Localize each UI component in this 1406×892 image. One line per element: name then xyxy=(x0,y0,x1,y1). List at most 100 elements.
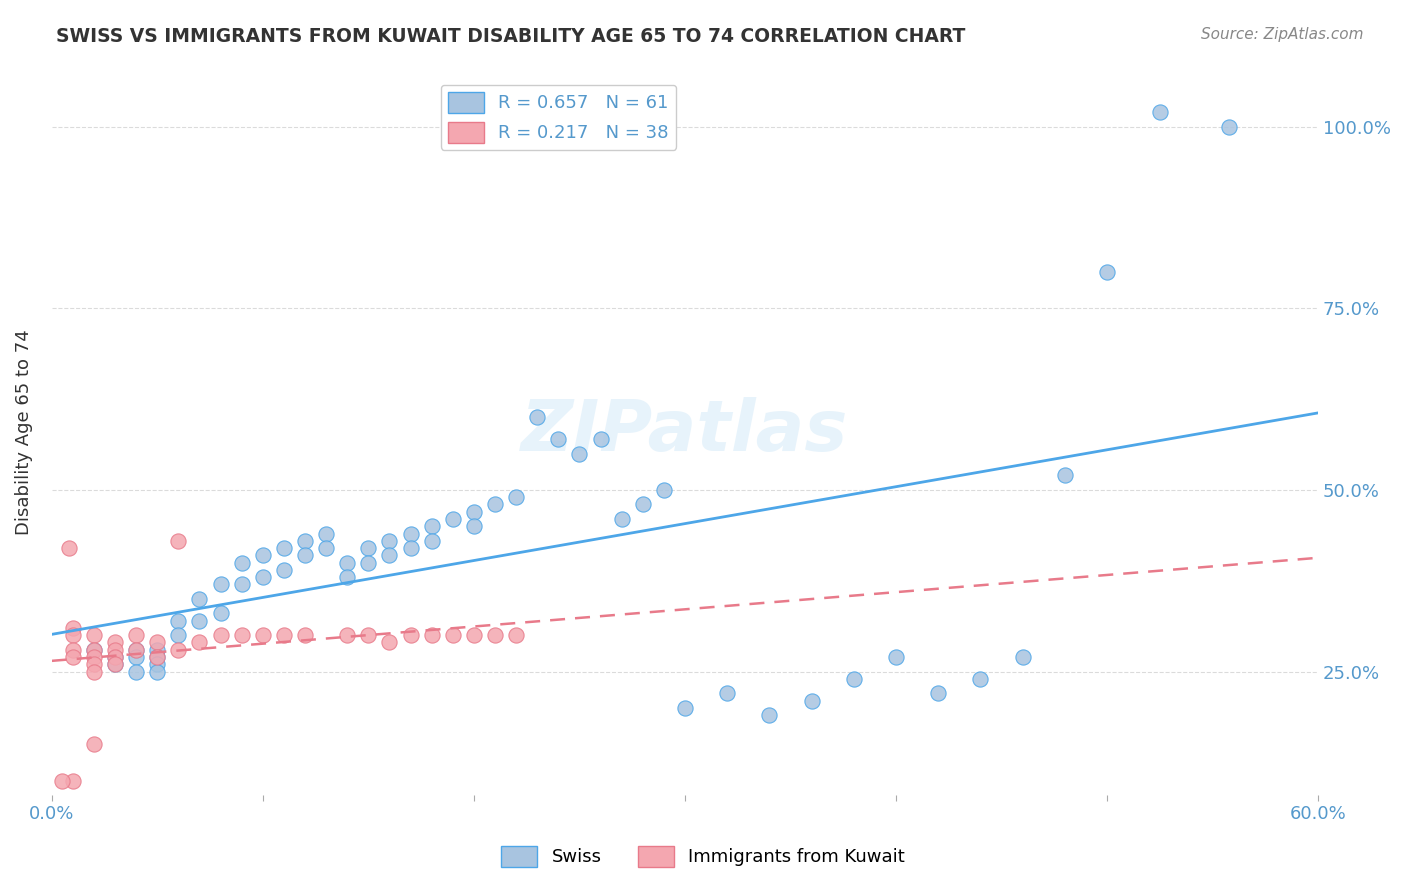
Point xyxy=(62,650,84,665)
Point xyxy=(146,657,169,672)
Point xyxy=(104,642,127,657)
Point xyxy=(399,526,422,541)
Point xyxy=(125,665,148,679)
Point xyxy=(125,628,148,642)
Point xyxy=(484,628,506,642)
Point xyxy=(209,628,232,642)
Text: Source: ZipAtlas.com: Source: ZipAtlas.com xyxy=(1201,27,1364,42)
Point xyxy=(146,665,169,679)
Point xyxy=(441,512,464,526)
Point xyxy=(420,628,443,642)
Point xyxy=(484,498,506,512)
Point xyxy=(378,549,401,563)
Point xyxy=(146,635,169,649)
Point xyxy=(568,447,591,461)
Point xyxy=(927,686,949,700)
Point xyxy=(231,577,253,591)
Point xyxy=(125,642,148,657)
Point xyxy=(209,607,232,621)
Point xyxy=(146,650,169,665)
Point xyxy=(1149,105,1171,120)
Point xyxy=(463,505,485,519)
Point xyxy=(758,708,780,723)
Point xyxy=(62,628,84,642)
Point xyxy=(1053,468,1076,483)
Point xyxy=(167,642,190,657)
Point xyxy=(1011,650,1033,665)
Point xyxy=(294,533,316,548)
Point xyxy=(273,563,295,577)
Point xyxy=(463,628,485,642)
Point xyxy=(83,642,105,657)
Point xyxy=(420,519,443,533)
Point xyxy=(83,737,105,751)
Point xyxy=(209,577,232,591)
Y-axis label: Disability Age 65 to 74: Disability Age 65 to 74 xyxy=(15,329,32,534)
Point xyxy=(399,541,422,555)
Point xyxy=(842,672,865,686)
Point xyxy=(125,650,148,665)
Point xyxy=(83,650,105,665)
Point xyxy=(167,614,190,628)
Point xyxy=(104,657,127,672)
Point xyxy=(505,490,527,504)
Point xyxy=(125,642,148,657)
Point xyxy=(62,621,84,635)
Point xyxy=(273,628,295,642)
Point xyxy=(315,541,337,555)
Text: SWISS VS IMMIGRANTS FROM KUWAIT DISABILITY AGE 65 TO 74 CORRELATION CHART: SWISS VS IMMIGRANTS FROM KUWAIT DISABILI… xyxy=(56,27,966,45)
Point xyxy=(884,650,907,665)
Point xyxy=(146,650,169,665)
Point xyxy=(357,556,380,570)
Point xyxy=(62,773,84,788)
Point xyxy=(441,628,464,642)
Point xyxy=(610,512,633,526)
Point xyxy=(58,541,80,555)
Point xyxy=(83,657,105,672)
Point xyxy=(631,498,654,512)
Point xyxy=(547,432,569,446)
Point xyxy=(294,628,316,642)
Point xyxy=(969,672,991,686)
Point xyxy=(252,549,274,563)
Point xyxy=(104,635,127,649)
Point xyxy=(188,635,211,649)
Point xyxy=(83,665,105,679)
Point xyxy=(104,650,127,665)
Legend: R = 0.657   N = 61, R = 0.217   N = 38: R = 0.657 N = 61, R = 0.217 N = 38 xyxy=(440,85,676,150)
Point xyxy=(51,773,73,788)
Point xyxy=(336,570,359,584)
Point xyxy=(800,693,823,707)
Point xyxy=(188,614,211,628)
Point xyxy=(463,519,485,533)
Point xyxy=(146,642,169,657)
Point xyxy=(399,628,422,642)
Point xyxy=(716,686,738,700)
Point xyxy=(167,533,190,548)
Point xyxy=(294,549,316,563)
Point xyxy=(62,642,84,657)
Point xyxy=(589,432,612,446)
Point xyxy=(336,556,359,570)
Point xyxy=(378,533,401,548)
Point xyxy=(336,628,359,642)
Point xyxy=(231,628,253,642)
Text: ZIPatlas: ZIPatlas xyxy=(522,397,849,467)
Point xyxy=(1095,265,1118,279)
Point xyxy=(83,628,105,642)
Point xyxy=(83,642,105,657)
Point xyxy=(167,628,190,642)
Point xyxy=(652,483,675,497)
Point xyxy=(1218,120,1240,134)
Point xyxy=(378,635,401,649)
Legend: Swiss, Immigrants from Kuwait: Swiss, Immigrants from Kuwait xyxy=(494,838,912,874)
Point xyxy=(231,556,253,570)
Point xyxy=(357,541,380,555)
Point xyxy=(315,526,337,541)
Point xyxy=(526,410,548,425)
Point xyxy=(505,628,527,642)
Point xyxy=(420,533,443,548)
Point xyxy=(252,628,274,642)
Point xyxy=(188,591,211,606)
Point xyxy=(273,541,295,555)
